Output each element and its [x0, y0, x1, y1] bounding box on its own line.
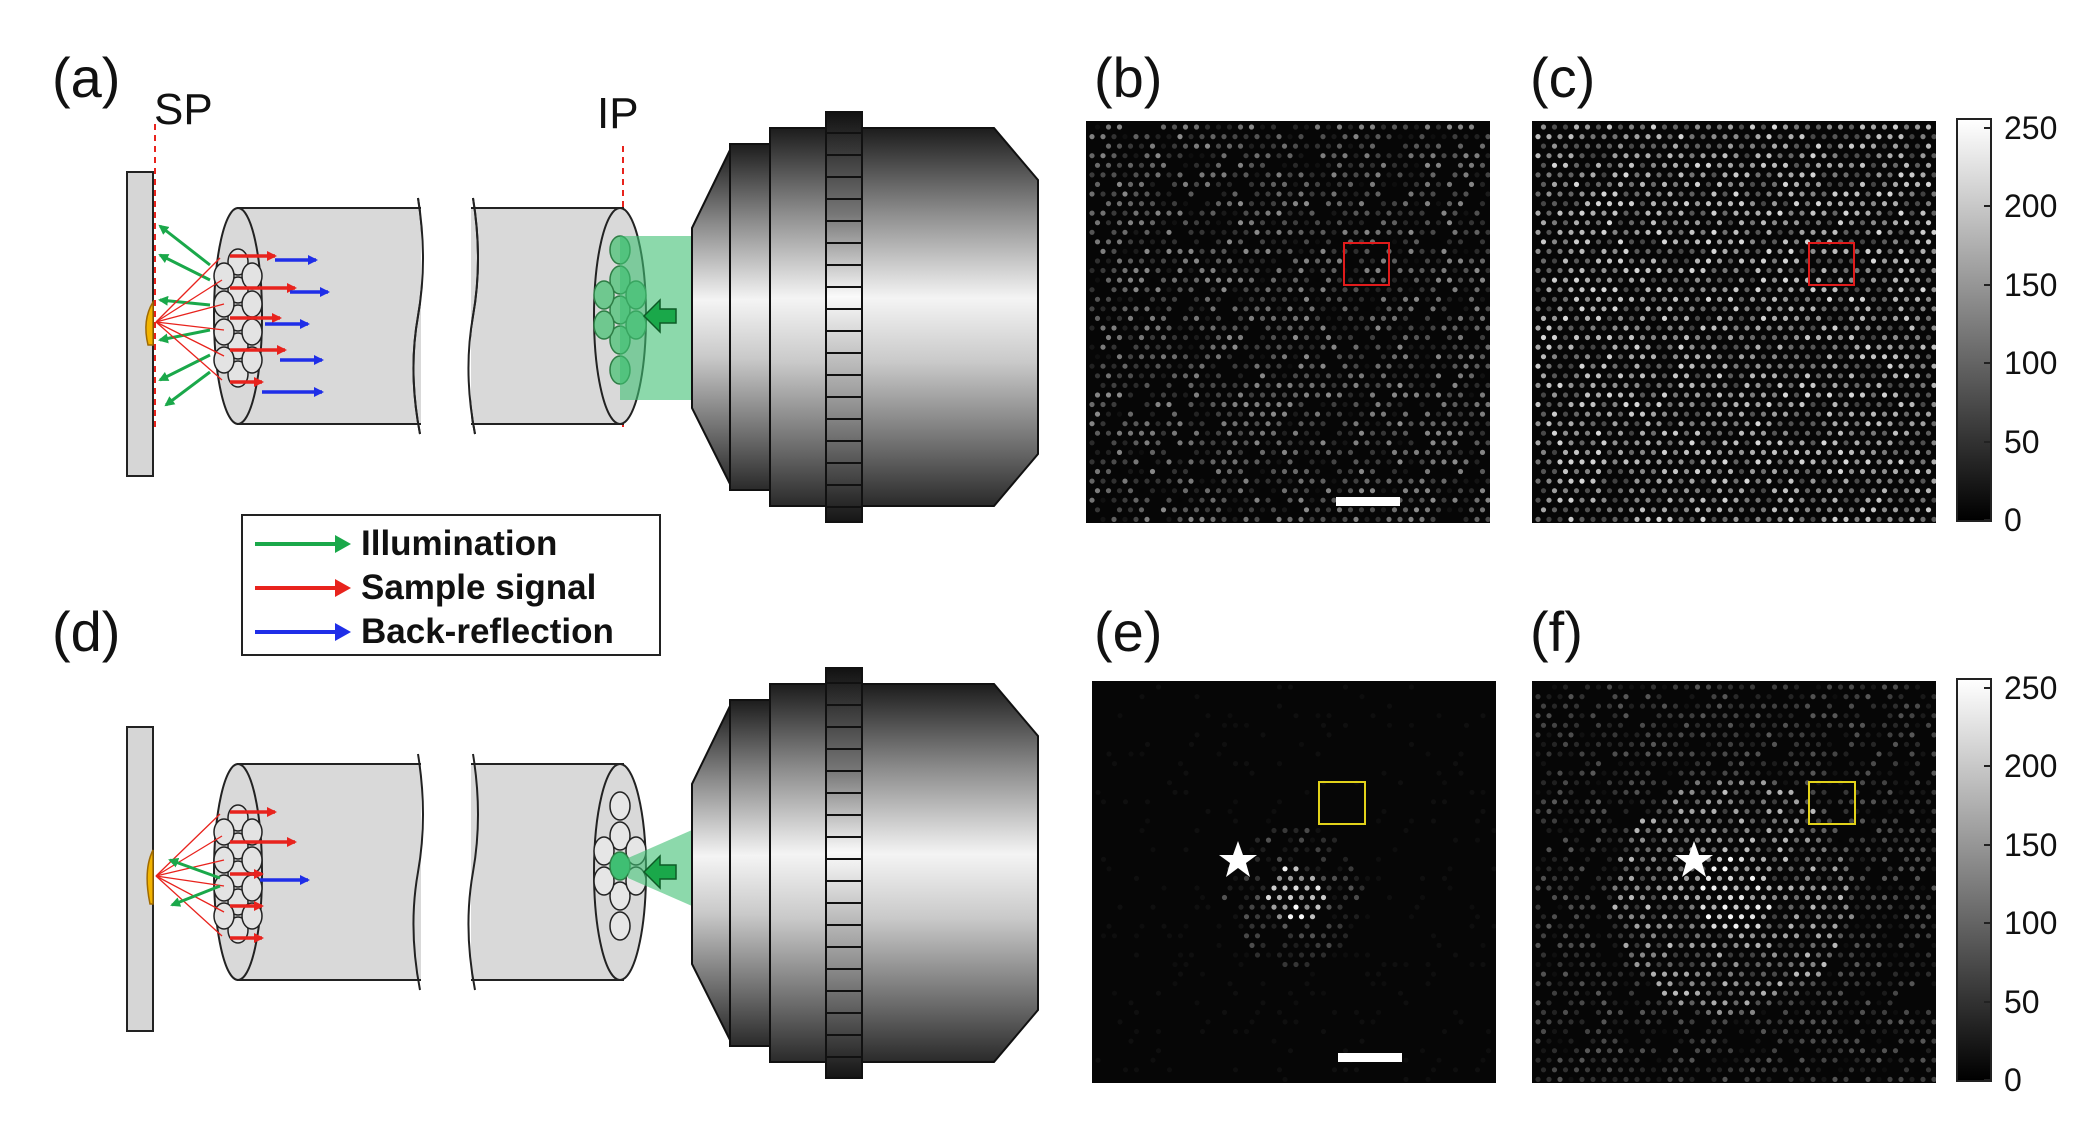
- colorbar-tick-mark: [1984, 362, 1992, 365]
- image-panel-b: [1086, 121, 1490, 523]
- schematic-bottom: [126, 667, 1039, 1079]
- colorbar-tick-mark: [1984, 283, 1992, 286]
- roi-box: [1343, 242, 1390, 286]
- blue-arrow-icon: [255, 623, 351, 641]
- colorbar-tick-label: 0: [2004, 1062, 2022, 1098]
- panel-label-e: (e): [1094, 600, 1163, 663]
- schematic-top: [126, 111, 1039, 523]
- panel-label-b: (b): [1094, 46, 1163, 109]
- colorbar-top: [1956, 118, 1992, 522]
- colorbar-tick-mark: [1984, 205, 1992, 208]
- image-panel-c: [1532, 121, 1936, 523]
- image-panel-f: [1532, 681, 1936, 1083]
- colorbar-bottom: [1956, 678, 1992, 1082]
- colorbar-tick-mark: [1984, 1079, 1992, 1081]
- colorbar-tick-mark: [1984, 126, 1992, 129]
- panel-label-c: (c): [1530, 46, 1596, 109]
- legend-item-sample-signal: Sample signal: [253, 568, 596, 608]
- green-arrow-icon: [255, 535, 351, 553]
- image-panel-e: [1092, 681, 1496, 1083]
- colorbar-tick-label: 250: [2004, 109, 2058, 146]
- colorbar-tick-mark: [1984, 519, 1992, 521]
- scale-bar: [1338, 1053, 1402, 1062]
- legend-label: Sample signal: [361, 568, 597, 607]
- colorbar-tick-label: 200: [2004, 748, 2058, 785]
- legend-label: Illumination: [361, 524, 558, 563]
- sample-blob: [145, 299, 154, 346]
- colorbar-tick-label: 100: [2004, 345, 2058, 382]
- legend-item-illumination: Illumination: [253, 524, 557, 564]
- objective-front: [691, 149, 731, 485]
- colorbar-tick-label: 150: [2004, 266, 2058, 303]
- legend-item-back-reflection: Back-reflection: [253, 612, 614, 652]
- colorbar-tick-mark: [1984, 686, 1992, 689]
- colorbar-tick-label: 250: [2004, 669, 2058, 706]
- legend: Illumination Sample signal Back-reflecti…: [241, 514, 661, 656]
- legend-label: Back-reflection: [361, 612, 614, 651]
- scale-bar: [1336, 497, 1400, 506]
- colorbar-tick-mark: [1984, 1000, 1992, 1003]
- panel-label-f: (f): [1530, 600, 1583, 663]
- colorbar-tick-label: 150: [2004, 826, 2058, 863]
- colorbar-tick-label: 50: [2004, 423, 2040, 460]
- colorbar-tick-mark: [1984, 440, 1992, 443]
- image-plane-label: IP: [597, 89, 639, 138]
- roi-box: [1808, 781, 1856, 825]
- colorbar-tick-label: 0: [2004, 502, 2022, 538]
- colorbar-tick-label: 100: [2004, 905, 2058, 942]
- roi-box: [1808, 242, 1855, 286]
- colorbar-tick-mark: [1984, 922, 1992, 925]
- panel-label-d: (d): [52, 600, 121, 663]
- roi-box: [1318, 781, 1366, 825]
- colorbar-tick-label: 50: [2004, 983, 2040, 1020]
- panel-label-a: (a): [52, 46, 121, 109]
- colorbar-tick-label: 200: [2004, 188, 2058, 225]
- colorbar-tick-mark: [1984, 765, 1992, 768]
- sample-plane-label: SP: [154, 85, 213, 134]
- red-arrow-icon: [255, 579, 351, 597]
- colorbar-tick-mark: [1984, 843, 1992, 846]
